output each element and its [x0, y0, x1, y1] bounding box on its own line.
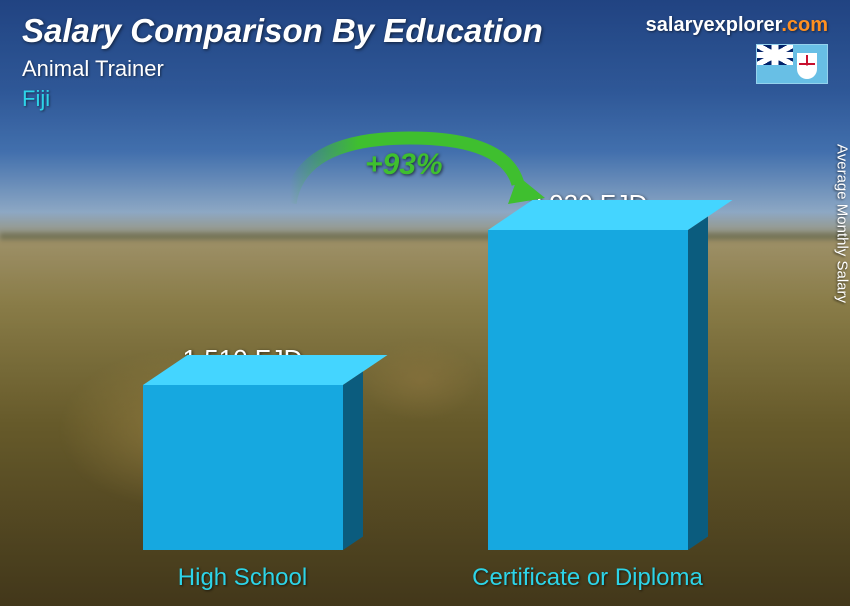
country-name: Fiji: [22, 86, 828, 112]
bar-3d: [143, 385, 343, 550]
bar-label: Certificate or Diploma: [472, 564, 703, 592]
delta-percentage: +93%: [365, 148, 443, 182]
bar-group: 1,510 FJD High School: [113, 344, 373, 592]
job-title: Animal Trainer: [22, 56, 828, 82]
brand-logo: salaryexplorer.com: [646, 14, 828, 37]
brand-suffix: .com: [781, 14, 828, 36]
increase-arrow: +93%: [270, 128, 550, 218]
brand-name: salaryexplorer: [646, 14, 782, 36]
bar-label: High School: [178, 564, 307, 592]
country-flag-icon: [756, 44, 828, 84]
bar-group: 2,920 FJD Certificate or Diploma: [458, 189, 718, 592]
y-axis-label: Average Monthly Salary: [834, 144, 850, 303]
bar-3d: [488, 230, 688, 550]
